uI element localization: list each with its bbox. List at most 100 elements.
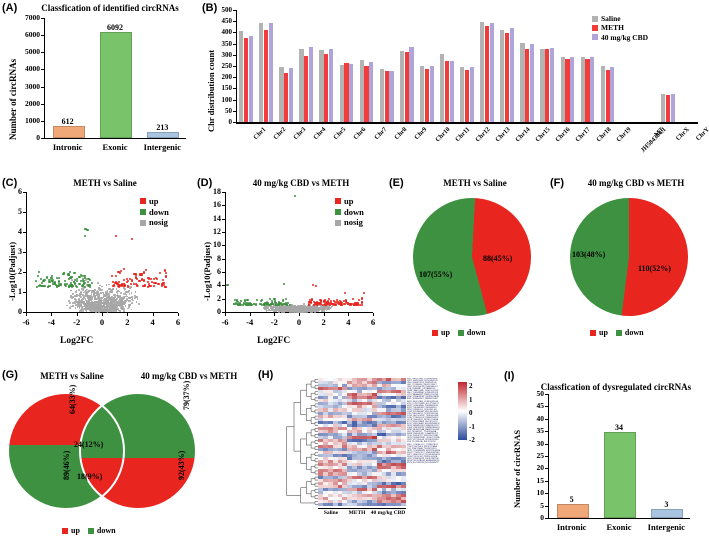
data-point xyxy=(77,303,80,305)
heatmap-group-label-2: 40 mg/kg CBD xyxy=(370,508,406,522)
y-tick-label: 1 xyxy=(18,287,22,296)
bar xyxy=(324,53,329,122)
data-point xyxy=(68,300,70,302)
data-point xyxy=(134,276,137,279)
bar xyxy=(469,66,474,122)
y-tick-label: 6000 xyxy=(25,30,40,40)
y-axis xyxy=(26,192,27,312)
bar-value-label: 612 xyxy=(61,116,74,126)
data-point xyxy=(98,308,101,311)
y-tick xyxy=(545,443,548,445)
data-point xyxy=(72,302,74,304)
y-axis xyxy=(236,10,237,122)
y-tick xyxy=(233,21,236,23)
data-point xyxy=(69,306,72,309)
legend-item: up xyxy=(140,196,169,207)
data-point xyxy=(355,302,358,305)
panel-d: (D) 40 mg/kg CBD vs METH -Log10(Padjust)… xyxy=(195,176,387,354)
data-point xyxy=(118,299,121,302)
data-point xyxy=(75,290,77,293)
data-point xyxy=(283,282,286,285)
data-point xyxy=(126,295,128,298)
y-tick-label: 350 xyxy=(221,39,233,48)
data-point xyxy=(92,310,94,313)
bar xyxy=(440,54,445,122)
data-point xyxy=(114,296,116,299)
y-tick-label: 500 xyxy=(221,6,233,14)
data-point xyxy=(274,303,277,306)
colorbar-tick-label: -1 xyxy=(469,422,475,431)
data-point xyxy=(107,293,109,296)
data-point xyxy=(111,300,114,303)
data-point xyxy=(98,284,101,287)
data-point xyxy=(108,287,111,290)
data-point xyxy=(129,297,131,300)
data-point xyxy=(83,301,86,303)
data-point xyxy=(101,305,104,307)
data-point xyxy=(96,293,99,296)
data-point xyxy=(103,299,105,301)
bar xyxy=(379,69,384,122)
data-point xyxy=(73,302,76,305)
bar xyxy=(505,32,510,122)
panel-h-heatmap xyxy=(318,378,407,507)
data-point xyxy=(108,308,111,311)
y-tick xyxy=(41,103,44,105)
x-tick-label: Chr4 xyxy=(312,126,328,142)
data-point xyxy=(97,286,100,289)
data-point xyxy=(82,286,85,289)
y-axis xyxy=(44,18,45,138)
bar xyxy=(309,47,314,122)
data-point xyxy=(71,285,74,288)
panel-d-title: 40 mg/kg CBD vs METH xyxy=(252,178,350,188)
data-point xyxy=(112,284,115,287)
x-tick-label: Chr15 xyxy=(534,126,552,144)
data-point xyxy=(164,271,167,274)
data-point xyxy=(110,295,113,298)
data-point xyxy=(108,291,111,293)
y-tick-label: 150 xyxy=(221,84,233,93)
bar xyxy=(364,66,369,122)
bar xyxy=(384,70,389,122)
data-point xyxy=(37,274,40,277)
data-point xyxy=(78,289,80,291)
data-point xyxy=(125,277,128,281)
data-point xyxy=(86,228,89,231)
data-point xyxy=(362,291,365,294)
legend-label: up xyxy=(441,328,450,337)
bar xyxy=(665,95,670,122)
data-point xyxy=(88,283,91,287)
x-tick xyxy=(51,313,53,316)
data-point xyxy=(87,289,90,292)
x-tick-label: Chr12 xyxy=(474,126,492,144)
data-point xyxy=(95,294,98,297)
data-point xyxy=(306,306,308,309)
data-point xyxy=(86,294,88,297)
data-point xyxy=(72,271,75,274)
data-point xyxy=(98,304,101,306)
data-point xyxy=(95,311,97,313)
data-point xyxy=(88,297,90,299)
bar xyxy=(480,21,485,122)
data-point xyxy=(105,307,108,309)
data-point xyxy=(72,293,75,295)
x-tick-label: -4 xyxy=(246,317,254,327)
data-point xyxy=(302,302,305,305)
data-point xyxy=(83,287,86,290)
data-point xyxy=(37,270,40,274)
data-point xyxy=(89,302,91,305)
y-tick-label: 18 xyxy=(213,187,221,196)
data-point xyxy=(112,299,114,302)
y-tick xyxy=(222,192,225,193)
data-point xyxy=(58,276,61,279)
data-point xyxy=(80,310,83,312)
panel-d-legend: up down nosig xyxy=(335,196,364,228)
data-point xyxy=(95,292,97,295)
bar xyxy=(570,56,575,122)
x-tick-label: Chr11 xyxy=(453,126,472,144)
data-point xyxy=(99,287,102,290)
data-point xyxy=(82,288,84,291)
legend-item: Saline xyxy=(592,14,648,23)
data-point xyxy=(97,307,99,309)
legend-swatch xyxy=(592,15,598,22)
